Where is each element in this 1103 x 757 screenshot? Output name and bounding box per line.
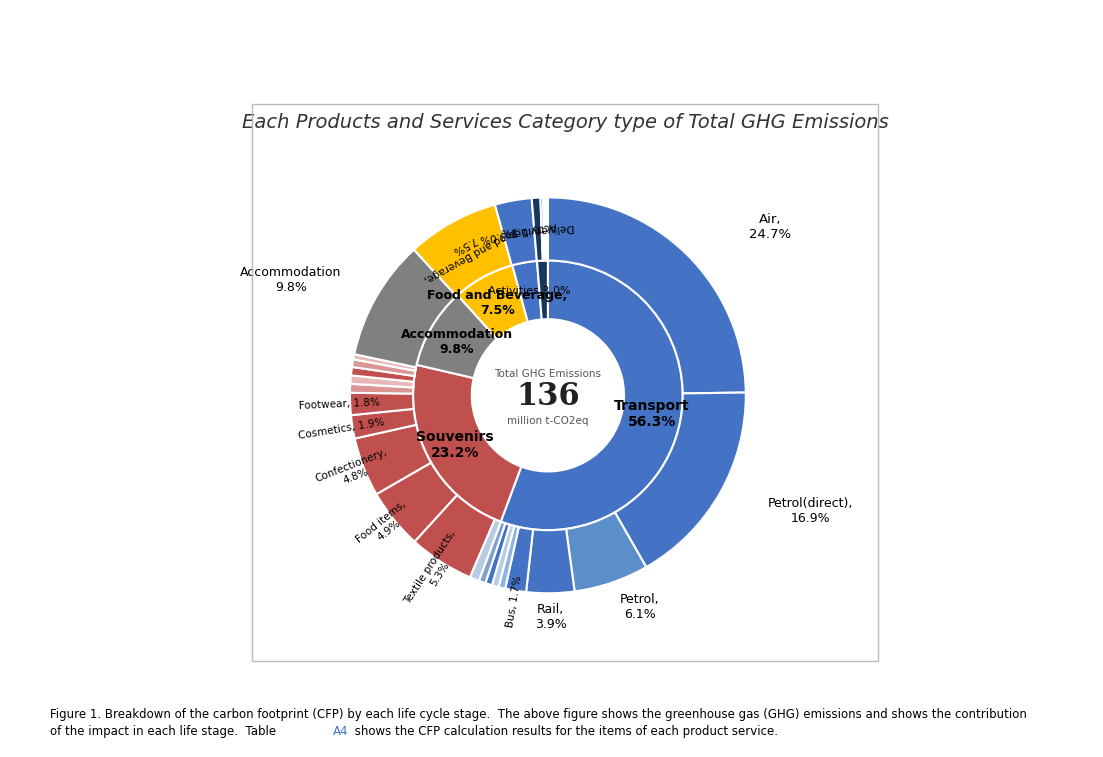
Wedge shape — [495, 198, 537, 266]
Wedge shape — [415, 495, 495, 578]
Text: Air,
24.7%: Air, 24.7% — [749, 213, 791, 241]
Wedge shape — [479, 522, 505, 583]
Text: shows the CFP calculation results for the items of each product service.: shows the CFP calculation results for th… — [351, 725, 778, 738]
Text: Accommodation
9.8%: Accommodation 9.8% — [401, 328, 513, 356]
Wedge shape — [532, 198, 543, 261]
Text: Confectionery,
4.8%: Confectionery, 4.8% — [313, 447, 393, 495]
Wedge shape — [350, 393, 414, 415]
Wedge shape — [566, 512, 646, 591]
Text: Transport
56.3%: Transport 56.3% — [614, 399, 689, 429]
Wedge shape — [355, 425, 431, 494]
Text: Souvenirs
23.2%: Souvenirs 23.2% — [416, 430, 494, 460]
Wedge shape — [505, 527, 533, 592]
Text: Delivery 1.3%: Delivery 1.3% — [501, 222, 575, 236]
Wedge shape — [413, 365, 522, 522]
Wedge shape — [526, 529, 575, 593]
Wedge shape — [414, 204, 512, 296]
Wedge shape — [512, 261, 542, 322]
Text: Footwear, 1.8%: Footwear, 1.8% — [299, 397, 381, 411]
Wedge shape — [417, 295, 497, 378]
Wedge shape — [501, 260, 683, 530]
Text: Activities 3.0%: Activities 3.0% — [480, 220, 558, 243]
Text: 136: 136 — [516, 381, 580, 412]
Wedge shape — [350, 384, 414, 394]
Wedge shape — [614, 393, 746, 567]
Wedge shape — [546, 198, 548, 260]
Wedge shape — [376, 463, 457, 541]
Wedge shape — [352, 360, 416, 376]
Text: Petrol(direct),
16.9%: Petrol(direct), 16.9% — [768, 497, 853, 525]
Wedge shape — [540, 198, 545, 260]
Text: Rail,
3.9%: Rail, 3.9% — [535, 603, 567, 631]
Wedge shape — [548, 198, 746, 394]
Text: Figure 1. Breakdown of the carbon footprint (CFP) by each life cycle stage.  The: Figure 1. Breakdown of the carbon footpr… — [50, 708, 1027, 721]
Wedge shape — [354, 250, 457, 367]
Text: Cosmetics, 1.9%: Cosmetics, 1.9% — [298, 417, 386, 441]
Text: Petrol,
6.1%: Petrol, 6.1% — [620, 593, 660, 621]
Wedge shape — [499, 526, 518, 589]
Text: Textile products,
5.3%: Textile products, 5.3% — [403, 529, 467, 612]
Text: of the impact in each life stage.  Table: of the impact in each life stage. Table — [50, 725, 279, 738]
Wedge shape — [458, 265, 528, 339]
Text: Each Products and Services Category type of Total GHG Emissions: Each Products and Services Category type… — [242, 113, 889, 132]
Text: Bus, 1.7%: Bus, 1.7% — [505, 575, 523, 628]
Wedge shape — [543, 198, 546, 260]
Text: Food and Beverage,
7.5%: Food and Beverage, 7.5% — [416, 215, 517, 285]
Wedge shape — [470, 519, 501, 581]
Wedge shape — [485, 523, 510, 585]
Text: Accommodation
9.8%: Accommodation 9.8% — [240, 266, 342, 294]
Circle shape — [472, 319, 624, 472]
Wedge shape — [351, 367, 415, 382]
Wedge shape — [492, 525, 514, 587]
Wedge shape — [537, 260, 548, 319]
Text: A4: A4 — [333, 725, 349, 738]
Wedge shape — [545, 198, 547, 260]
Text: Activities 3.0%: Activities 3.0% — [489, 286, 571, 297]
Text: million t-CO2eq: million t-CO2eq — [507, 416, 589, 426]
Wedge shape — [353, 354, 416, 371]
Wedge shape — [351, 409, 416, 438]
Text: Food and Beverage,
7.5%: Food and Beverage, 7.5% — [427, 288, 567, 316]
Text: Food items,
4.9%: Food items, 4.9% — [355, 499, 416, 553]
Wedge shape — [351, 375, 414, 388]
Text: Total GHG Emissions: Total GHG Emissions — [494, 369, 601, 378]
